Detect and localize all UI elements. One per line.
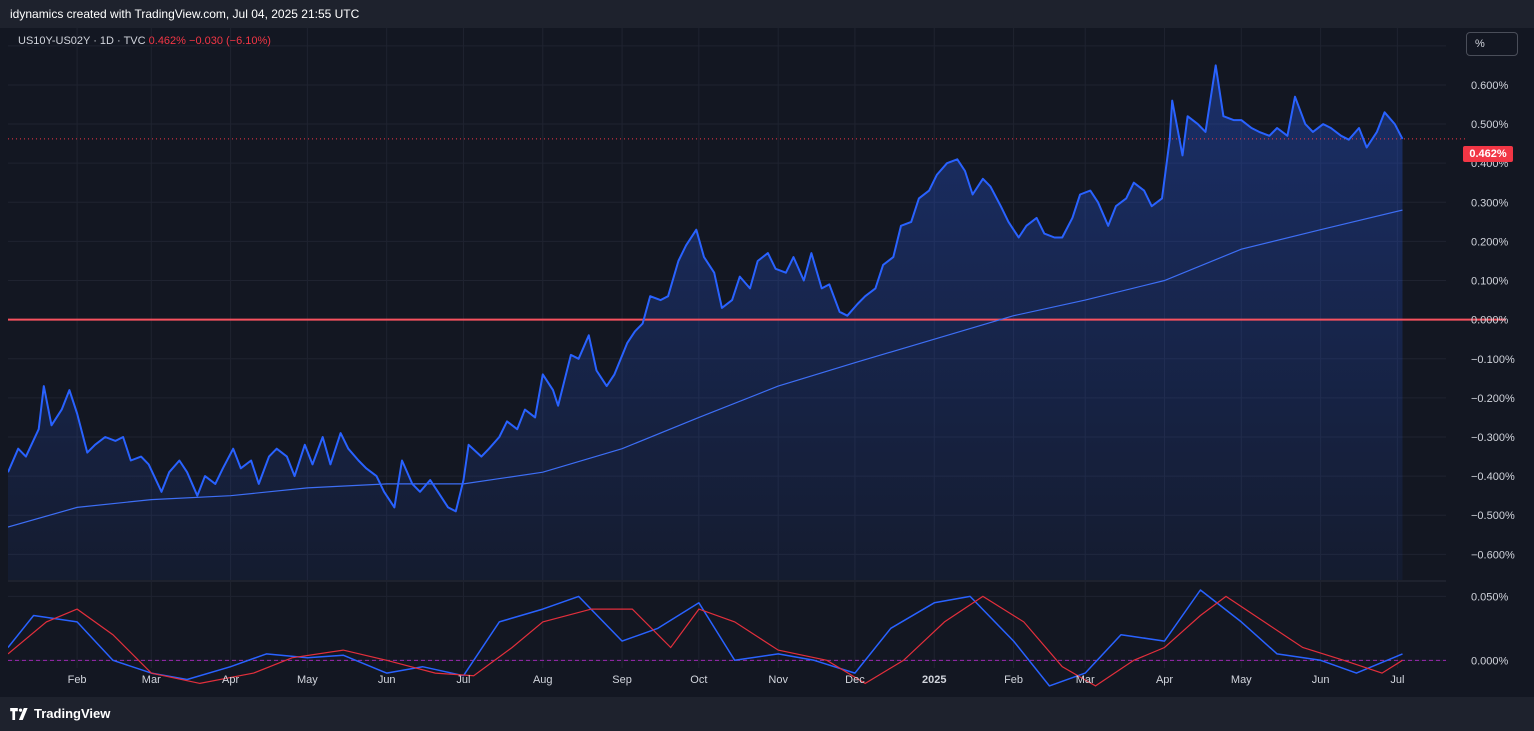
x-tick-label: Feb bbox=[68, 674, 87, 686]
y-tick-label: −0.300% bbox=[1471, 432, 1515, 444]
chart-canvas[interactable]: 0.700%0.600%0.500%0.400%0.300%0.200%0.10… bbox=[8, 28, 1526, 697]
x-tick-label: Jun bbox=[1312, 674, 1330, 686]
y-tick-label: 0.500% bbox=[1471, 119, 1509, 131]
y-tick-label: −0.100% bbox=[1471, 354, 1515, 366]
bottom-bar: TradingView bbox=[0, 697, 1534, 731]
tradingview-brand[interactable]: TradingView bbox=[10, 706, 110, 721]
y-tick-label: 0.000% bbox=[1471, 315, 1509, 327]
x-tick-label: Feb bbox=[1004, 674, 1023, 686]
tradingview-logo-icon bbox=[10, 707, 28, 720]
legend-change: −0.030 (−6.10%) bbox=[189, 35, 271, 47]
price-lines bbox=[8, 64, 1506, 528]
last-price-label: 0.462% bbox=[1463, 146, 1513, 162]
oscillator-pane bbox=[8, 589, 1446, 687]
y-tick-label: 0.600% bbox=[1471, 80, 1509, 92]
y-tick-label: 0.300% bbox=[1471, 197, 1509, 209]
x-tick-label: May bbox=[1231, 674, 1252, 686]
chart-frame[interactable]: 0.700%0.600%0.500%0.400%0.300%0.200%0.10… bbox=[8, 28, 1526, 697]
chart-legend: US10Y-US02Y · 1D · TVC 0.462% −0.030 (−6… bbox=[18, 35, 271, 47]
x-tick-label: 2025 bbox=[922, 674, 946, 686]
y-tick-label: 0.200% bbox=[1471, 236, 1509, 248]
legend-symbol: US10Y-US02Y · 1D · TVC bbox=[18, 35, 146, 47]
y-tick-label: −0.400% bbox=[1471, 471, 1515, 483]
brand-label: TradingView bbox=[34, 706, 111, 721]
x-tick-label: Apr bbox=[1156, 674, 1173, 686]
x-tick-label: May bbox=[297, 674, 318, 686]
x-tick-label: Oct bbox=[690, 674, 707, 686]
signal-line bbox=[8, 595, 1403, 687]
x-tick-label: Jul bbox=[456, 674, 470, 686]
x-tick-label: Jun bbox=[378, 674, 396, 686]
moving-average-line bbox=[8, 209, 1403, 528]
y-tick-label: −0.200% bbox=[1471, 393, 1515, 405]
x-tick-label: Sep bbox=[612, 674, 632, 686]
x-tick-label: Mar bbox=[142, 674, 161, 686]
x-tick-label: Jul bbox=[1390, 674, 1404, 686]
osc-y-tick-label: 0.050% bbox=[1471, 591, 1509, 603]
y-tick-label: −0.500% bbox=[1471, 510, 1515, 522]
price-line bbox=[8, 64, 1404, 513]
oscillator-line bbox=[8, 589, 1403, 687]
x-tick-label: Dec bbox=[845, 674, 865, 686]
x-tick-label: Mar bbox=[1076, 674, 1095, 686]
osc-y-tick-label: 0.000% bbox=[1471, 655, 1509, 667]
top-bar: idynamics created with TradingView.com, … bbox=[0, 0, 1534, 28]
attribution-text: idynamics created with TradingView.com, … bbox=[10, 7, 360, 21]
x-tick-label: Aug bbox=[533, 674, 553, 686]
y-tick-label: 0.100% bbox=[1471, 276, 1509, 288]
price-area-fill bbox=[8, 65, 1403, 580]
x-tick-label: Apr bbox=[222, 674, 239, 686]
legend-value: 0.462% bbox=[148, 35, 186, 47]
unit-button[interactable]: % bbox=[1466, 32, 1518, 56]
x-tick-label: Nov bbox=[768, 674, 788, 686]
price-area bbox=[8, 65, 1403, 580]
y-tick-label: −0.600% bbox=[1471, 549, 1515, 561]
